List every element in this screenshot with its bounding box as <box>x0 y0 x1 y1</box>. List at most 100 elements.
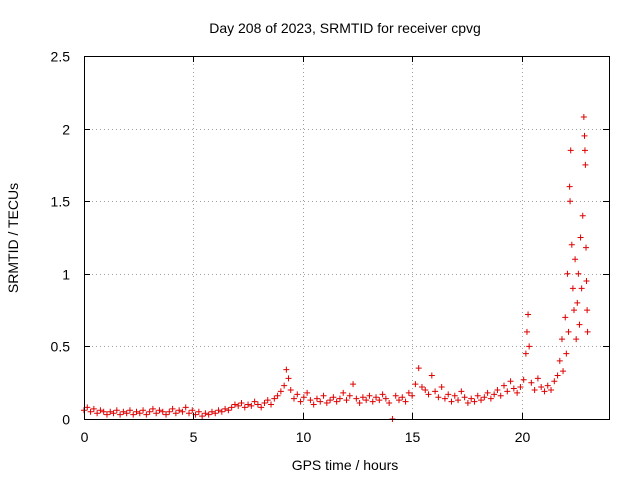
data-point <box>291 395 297 402</box>
data-point <box>182 404 189 411</box>
data-point <box>268 401 275 408</box>
data-point <box>554 372 561 379</box>
data-point <box>166 408 173 415</box>
data-point <box>382 395 389 402</box>
data-point <box>448 398 455 405</box>
data-point <box>304 389 311 396</box>
data-point <box>94 410 101 417</box>
data-point <box>172 410 179 417</box>
data-point <box>103 411 110 418</box>
data-point <box>231 401 238 408</box>
data-point <box>189 407 196 414</box>
data-point <box>517 384 524 391</box>
data-point <box>564 270 571 277</box>
data-point <box>481 394 488 401</box>
axis-ticks: 0 5 10 15 20 0 0.5 1 1.5 2 2.5 <box>51 49 609 445</box>
data-point <box>396 397 402 404</box>
data-point <box>560 368 567 375</box>
data-point <box>399 394 406 401</box>
data-point <box>146 408 153 415</box>
data-point <box>567 198 574 205</box>
data-point <box>274 392 281 399</box>
y-axis-label: SRMTID / TECUs <box>5 183 21 293</box>
data-point <box>568 241 575 248</box>
data-point <box>425 391 432 398</box>
data-point <box>186 410 192 417</box>
data-point <box>494 386 501 393</box>
data-point <box>572 256 579 263</box>
data-point <box>491 391 498 398</box>
data-point <box>412 381 419 388</box>
data-point <box>313 395 320 402</box>
x-tick-label: 5 <box>190 429 198 445</box>
x-tick-label: 15 <box>405 429 421 445</box>
data-point <box>526 343 533 350</box>
data-point <box>336 395 343 402</box>
data-point <box>126 407 133 414</box>
data-point <box>415 365 422 372</box>
data-point <box>455 397 462 404</box>
data-point <box>522 350 529 357</box>
data-point <box>405 389 412 396</box>
data-point <box>556 357 563 364</box>
data-point <box>340 389 347 396</box>
data-point <box>525 311 532 318</box>
data-point <box>258 404 265 411</box>
data-point <box>584 328 591 335</box>
x-axis-label: GPS time / hours <box>292 457 399 473</box>
data-point <box>123 410 130 417</box>
data-point <box>574 299 581 306</box>
data-point <box>563 350 570 357</box>
y-tick-label: 0.5 <box>51 339 71 355</box>
plot-frame <box>84 56 610 420</box>
data-point <box>432 388 439 395</box>
data-point <box>520 376 527 383</box>
data-point <box>248 402 255 409</box>
data-point <box>534 375 541 382</box>
data-point <box>218 408 225 415</box>
data-point <box>579 212 586 219</box>
data-point <box>179 408 186 415</box>
data-point <box>580 113 587 120</box>
data-point <box>212 410 219 417</box>
data-point <box>507 378 514 385</box>
data-point <box>320 392 327 399</box>
data-point <box>208 408 215 415</box>
data-point <box>281 382 288 389</box>
data-point <box>571 307 577 314</box>
data-point <box>497 392 504 399</box>
data-point <box>133 408 140 415</box>
x-tick-label: 10 <box>296 429 312 445</box>
data-point <box>346 392 353 399</box>
data-point <box>205 411 212 418</box>
data-point <box>558 336 565 343</box>
data-point <box>310 401 317 408</box>
data-point <box>501 382 507 389</box>
data-point <box>283 366 290 373</box>
data-point <box>373 394 380 401</box>
data-point <box>583 278 590 285</box>
data-point <box>471 398 478 405</box>
data-point <box>222 405 229 412</box>
grid-layer <box>84 56 609 419</box>
data-point <box>202 410 209 417</box>
data-point <box>159 408 166 415</box>
data-point <box>323 400 330 407</box>
data-point <box>504 388 511 395</box>
data-point <box>350 381 357 388</box>
data-point <box>176 407 183 414</box>
data-point <box>285 375 292 382</box>
data-point <box>566 183 573 190</box>
data-point <box>353 395 360 402</box>
data-point <box>317 398 324 405</box>
data-point <box>251 398 258 405</box>
data-point <box>583 244 590 251</box>
data-point <box>569 285 576 292</box>
data-point <box>409 392 416 399</box>
y-tick-label: 1 <box>62 267 70 283</box>
data-point <box>327 397 334 404</box>
data-point <box>487 395 494 402</box>
data-point <box>238 400 245 407</box>
data-point <box>567 147 574 154</box>
data-points <box>81 113 591 422</box>
